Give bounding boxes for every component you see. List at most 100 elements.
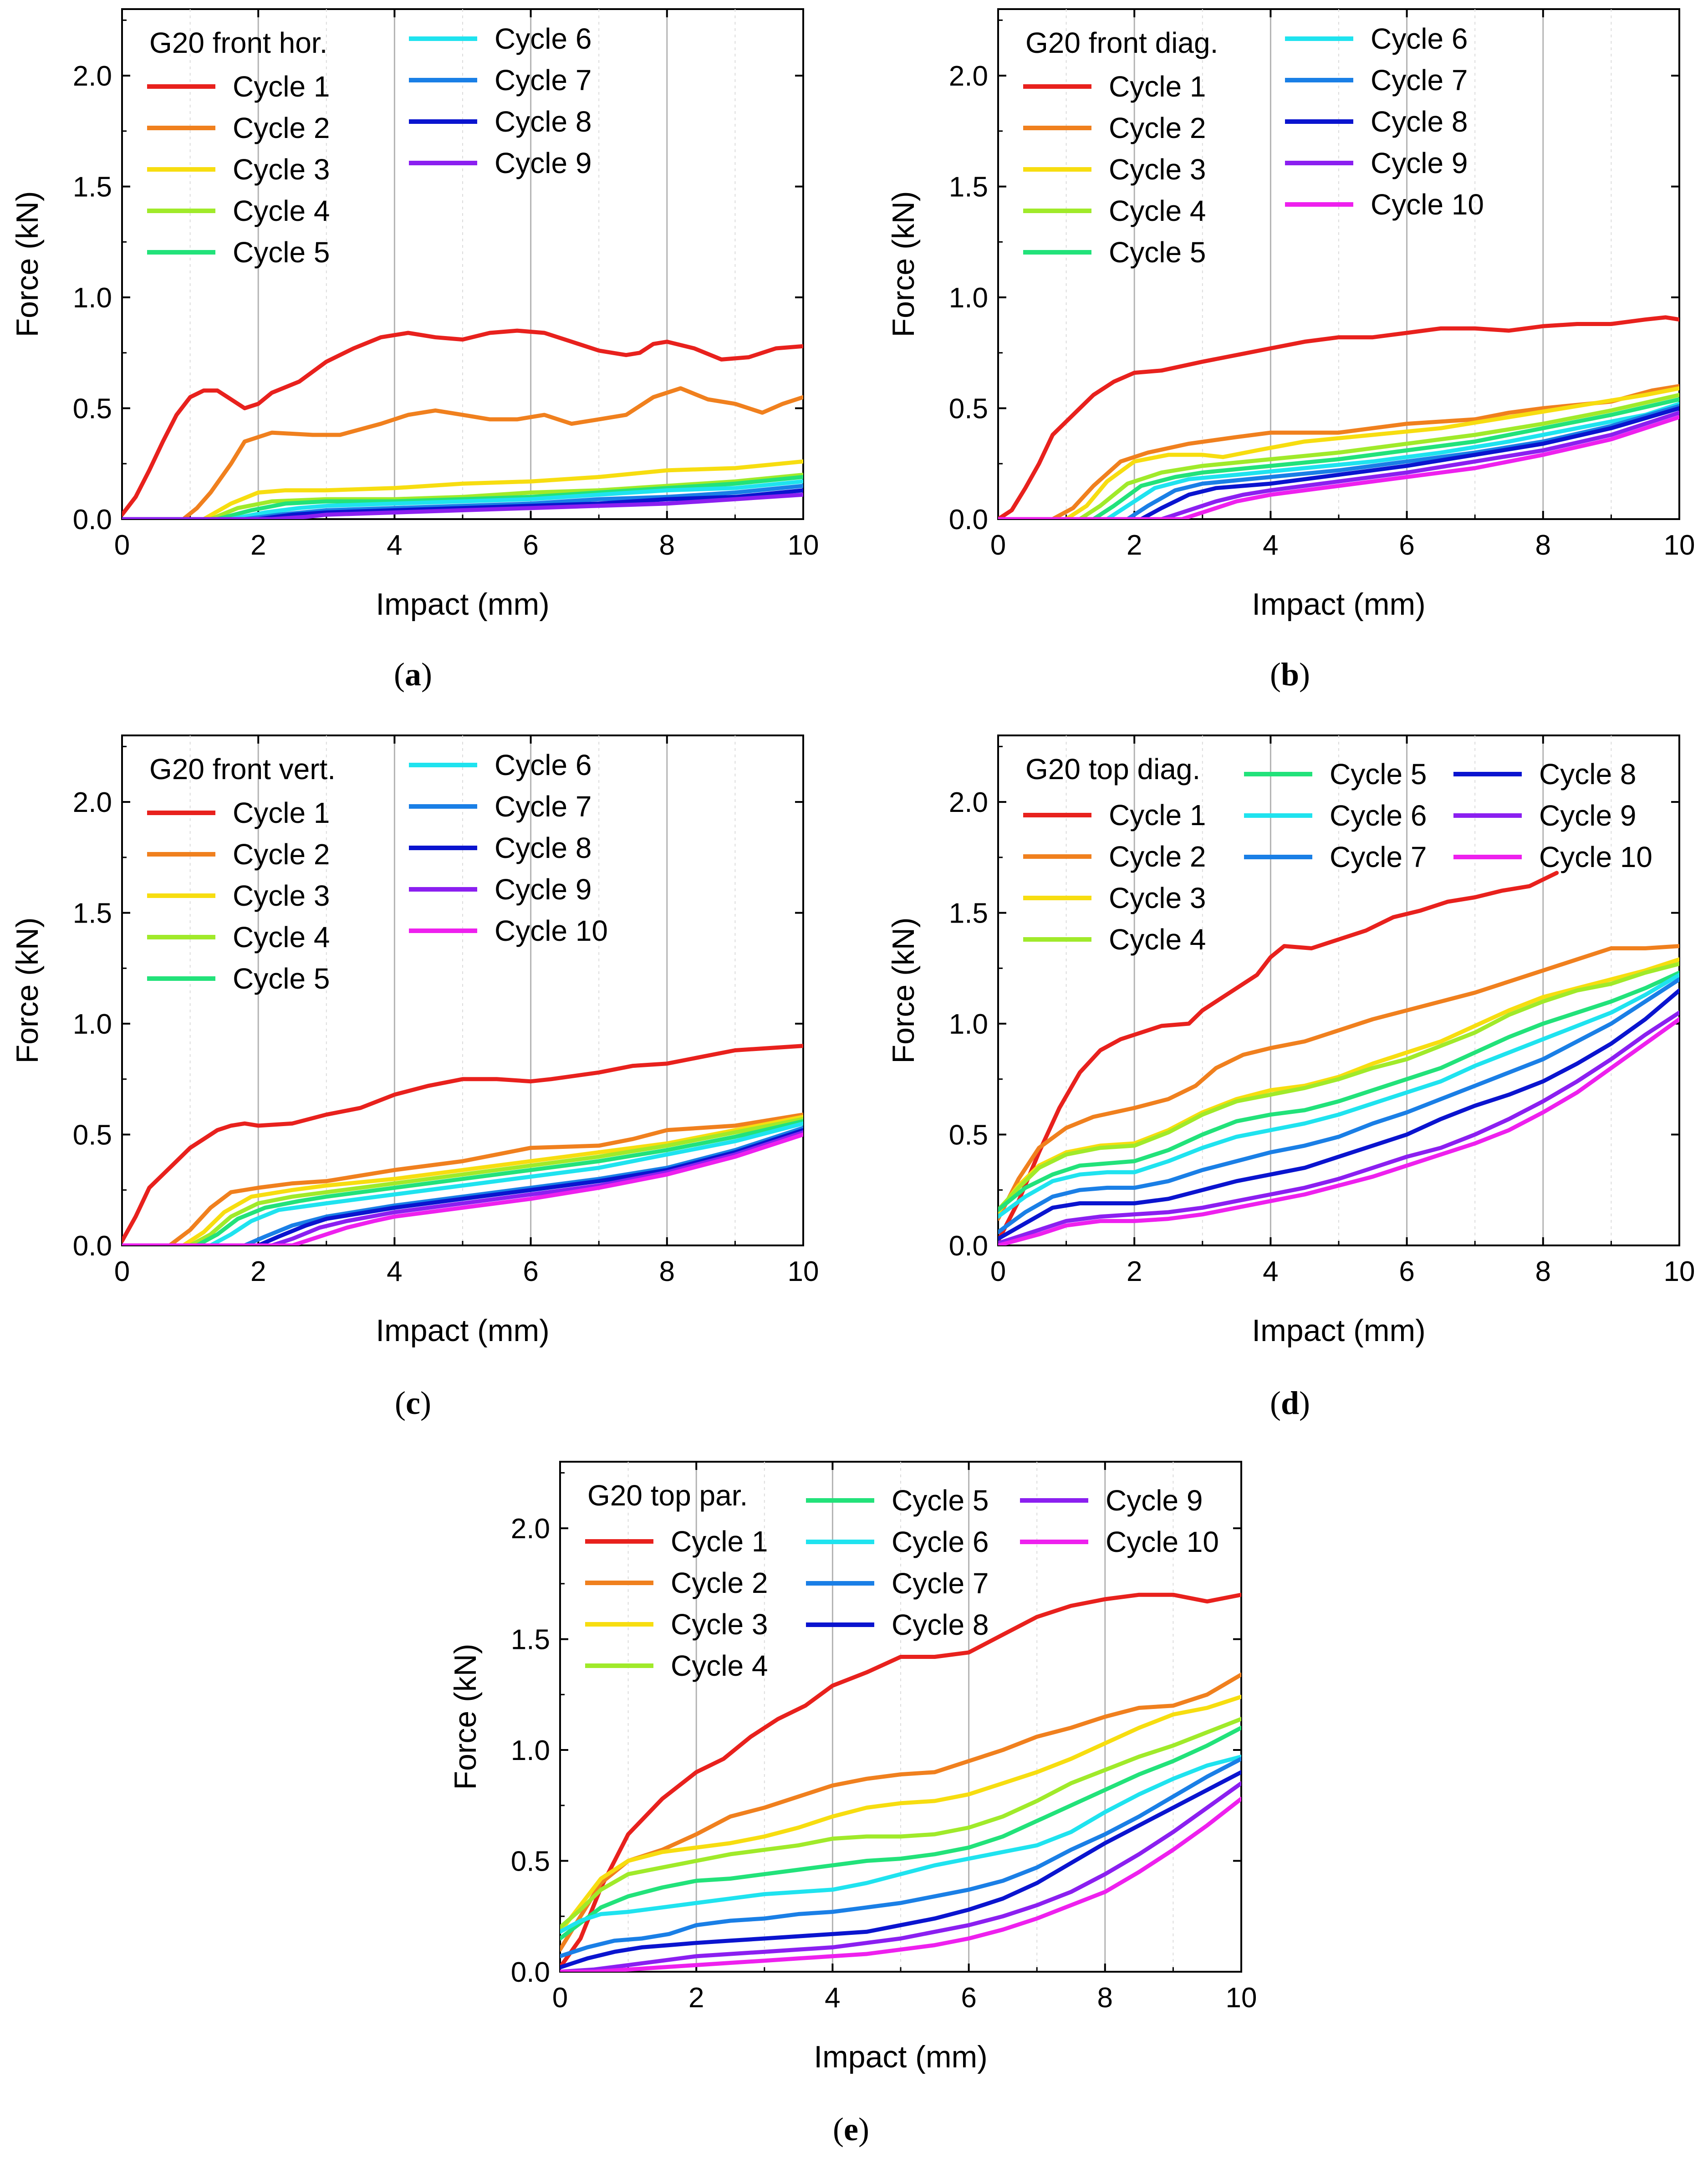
legend-label: Cycle 2: [1109, 840, 1206, 873]
series-line-cycle-8: [998, 406, 1679, 519]
series-line-cycle-8: [122, 1128, 803, 1245]
legend-label: Cycle 2: [1109, 112, 1206, 144]
series-group: [122, 1044, 803, 1245]
legend-label: Cycle 4: [233, 194, 330, 227]
legend-label: Cycle 7: [892, 1567, 989, 1600]
x-axis-title: Impact (mm): [376, 587, 550, 622]
y-tick-label: 1.5: [949, 172, 988, 203]
series-line-cycle-3: [998, 386, 1679, 519]
x-tick-label: 4: [387, 1256, 402, 1287]
y-tick-label: 0.0: [73, 1230, 112, 1262]
x-tick-label: 10: [1664, 1256, 1695, 1287]
series-line-cycle-3: [122, 459, 803, 519]
legend-title: G20 front vert.: [149, 753, 336, 786]
y-tick-label: 2.0: [73, 61, 112, 92]
y-tick-label: 0.5: [949, 1120, 988, 1151]
series-line-cycle-4: [998, 393, 1679, 519]
series-line-cycle-1: [122, 328, 803, 517]
series-line-cycle-5: [122, 475, 803, 519]
chart-panel-b: 0 2 4 6 8 10 0.0 0.5 1.0 1.5 2.0 Impact (mm) Force (…: [886, 8, 1695, 693]
series-line-cycle-2: [122, 1112, 803, 1245]
series-line-cycle-10: [122, 1132, 803, 1245]
series-line-cycle-5: [998, 397, 1679, 519]
legend-label: Cycle 2: [233, 112, 330, 144]
series-line-cycle-3: [998, 957, 1679, 1214]
y-tick-label: 0.0: [949, 1230, 988, 1262]
x-tick-label: 0: [114, 530, 130, 561]
series-line-cycle-4: [998, 962, 1679, 1212]
chart-panel-a: 0 2 4 6 8 10 0.0 0.5 1.0 1.5 2.0 Impact (mm) Force (…: [10, 8, 819, 693]
legend-label: Cycle 8: [892, 1608, 989, 1641]
legend-label: Cycle 2: [671, 1566, 768, 1599]
series-line-cycle-10: [560, 1796, 1241, 1972]
series-line-cycle-6: [122, 479, 803, 519]
x-tick-label: 8: [659, 530, 675, 561]
legend-label: Cycle 8: [495, 831, 591, 864]
legend-title: G20 front hor.: [149, 26, 327, 59]
legend-label: Cycle 9: [1106, 1484, 1203, 1517]
series-line-cycle-9: [122, 1130, 803, 1245]
chart-panel-e: 0 2 4 6 8 10 0.0 0.5 1.0 1.5 2.0 Impact (mm) Force (…: [448, 1461, 1257, 2148]
legend-title: G20 top par.: [587, 1479, 748, 1512]
y-tick-label: 2.0: [949, 787, 988, 818]
series-line-cycle-8: [998, 988, 1679, 1241]
x-axis-title: Impact (mm): [1252, 1313, 1426, 1348]
legend-label: Cycle 4: [671, 1649, 768, 1682]
y-tick-label: 0.0: [949, 504, 988, 536]
legend-label: Cycle 6: [1330, 799, 1427, 832]
series-line-cycle-1: [998, 315, 1679, 519]
panel-caption: (d): [1270, 1385, 1310, 1421]
legend-label: Cycle 3: [233, 153, 330, 186]
x-tick-label: 2: [688, 1982, 704, 2014]
y-tick-label: 1.5: [73, 172, 112, 203]
y-tick-label: 1.0: [511, 1735, 550, 1766]
legend-label: Cycle 1: [1109, 70, 1206, 103]
series-line-cycle-2: [122, 386, 803, 519]
legend-label: Cycle 8: [495, 105, 591, 138]
legend-label: Cycle 5: [233, 236, 330, 269]
y-tick-label: 1.0: [73, 282, 112, 314]
series-line-cycle-5: [998, 970, 1679, 1212]
legend-label: Cycle 7: [1371, 64, 1468, 97]
y-tick-label: 2.0: [511, 1513, 550, 1545]
y-tick-label: 1.0: [73, 1009, 112, 1040]
y-tick-label: 0.5: [73, 393, 112, 425]
y-tick-label: 0.5: [949, 393, 988, 425]
legend-title: G20 front diag.: [1025, 26, 1218, 59]
x-tick-label: 4: [1263, 1256, 1278, 1287]
y-axis-title: Force (kN): [10, 917, 45, 1063]
x-tick-label: 6: [1399, 530, 1414, 561]
y-tick-label: 2.0: [949, 61, 988, 92]
series-line-cycle-7: [998, 404, 1679, 519]
legend: G20 top diag. Cycle 1 Cycle 2 Cycle 3 Cycle …: [1023, 753, 1652, 956]
y-tick-label: 1.0: [949, 1009, 988, 1040]
series-line-cycle-9: [998, 410, 1679, 519]
x-tick-label: 4: [1263, 530, 1278, 561]
chart-panel-d: 0 2 4 6 8 10 0.0 0.5 1.0 1.5 2.0 Impact (mm) Force (…: [886, 735, 1695, 1421]
series-group: [998, 871, 1679, 1245]
legend: G20 front diag. Cycle 1 Cycle 2 Cycle 3 Cycl…: [1023, 22, 1484, 269]
series-line-cycle-10: [998, 1017, 1679, 1245]
x-tick-label: 4: [825, 1982, 840, 2014]
x-tick-label: 8: [659, 1256, 675, 1287]
x-tick-label: 0: [990, 530, 1006, 561]
x-tick-label: 10: [1226, 1982, 1257, 2014]
legend-label: Cycle 7: [495, 790, 591, 823]
y-tick-label: 1.0: [949, 282, 988, 314]
legend-label: Cycle 3: [671, 1608, 768, 1641]
panel-caption: (a): [394, 656, 432, 693]
legend-label: Cycle 10: [1539, 841, 1652, 873]
legend-label: Cycle 3: [1109, 882, 1206, 914]
legend-label: Cycle 5: [892, 1484, 989, 1517]
x-tick-label: 10: [1664, 530, 1695, 561]
legend-label: Cycle 10: [495, 914, 608, 947]
legend-label: Cycle 5: [1330, 758, 1427, 791]
x-tick-label: 10: [788, 530, 819, 561]
series-line-cycle-4: [122, 473, 803, 519]
y-axis-title: Force (kN): [448, 1643, 483, 1790]
y-axis-title: Force (kN): [886, 917, 921, 1063]
series-line-cycle-7: [122, 1126, 803, 1245]
series-line-cycle-5: [560, 1725, 1241, 1941]
series-line-cycle-4: [560, 1717, 1241, 1930]
